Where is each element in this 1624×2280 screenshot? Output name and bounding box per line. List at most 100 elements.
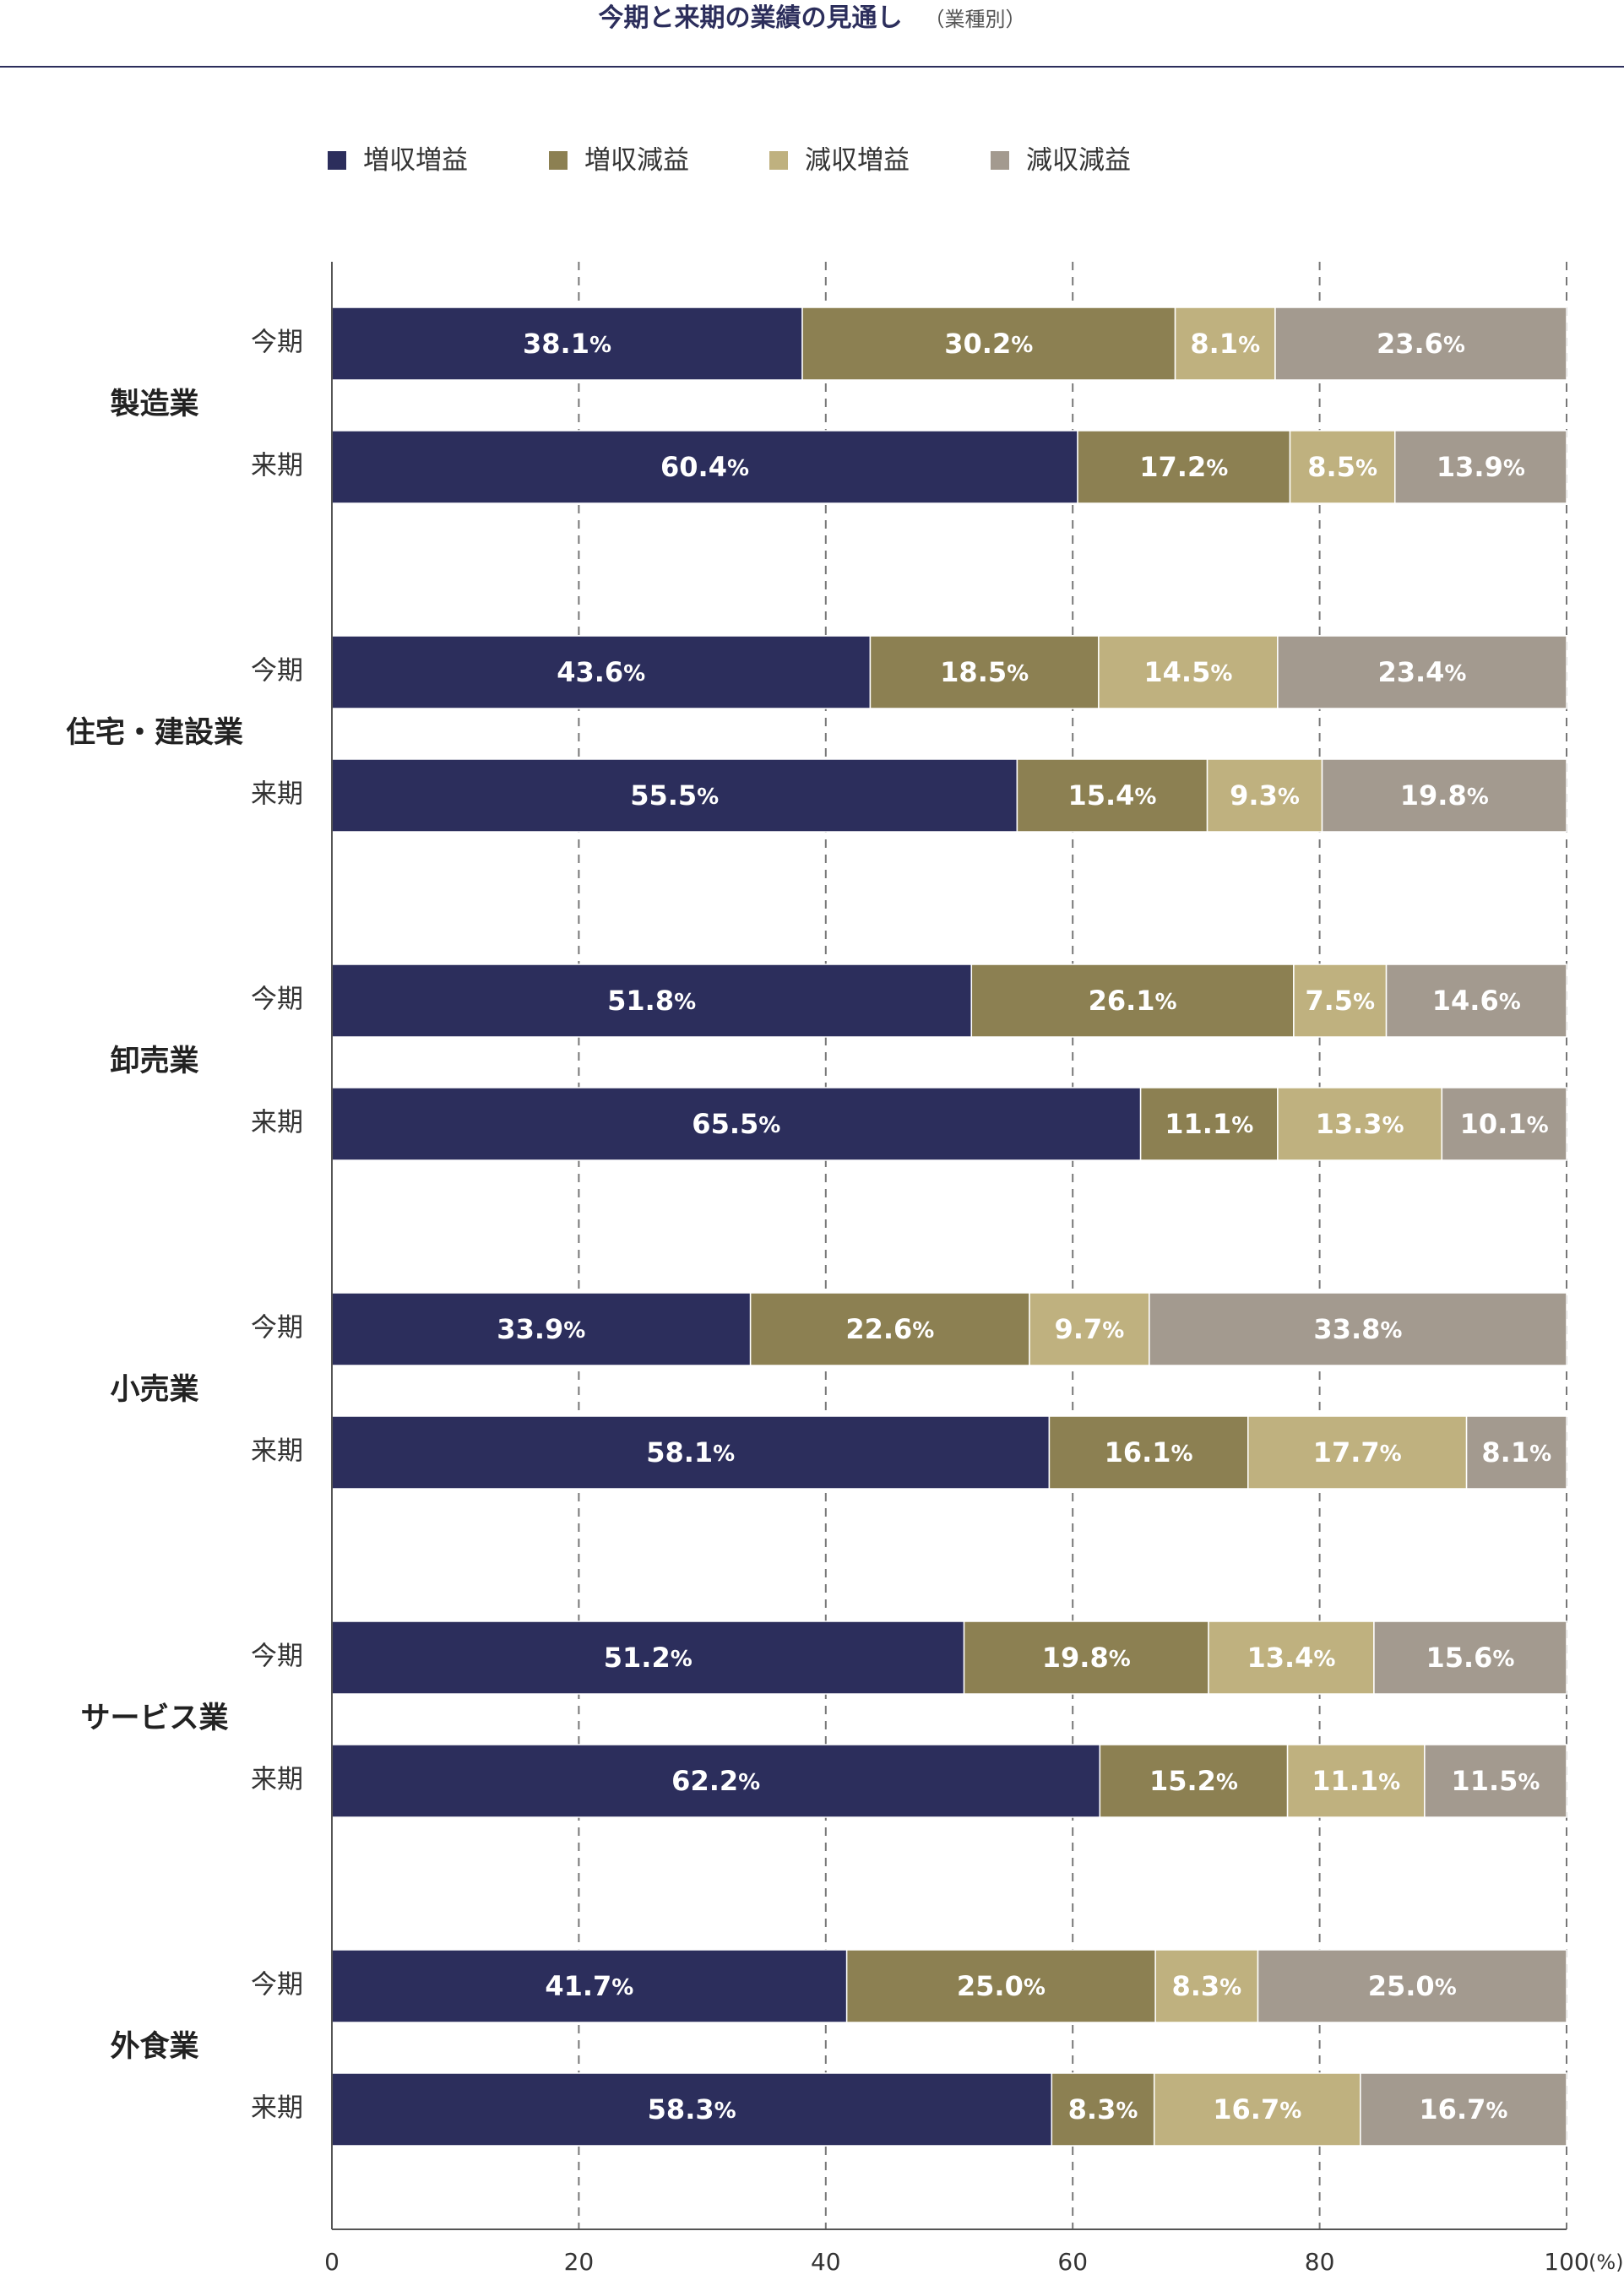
industry-label: 住宅・建設業 — [66, 715, 243, 750]
period-label: 来期 — [251, 1436, 303, 1467]
bar-segment — [845, 1949, 1156, 2023]
industry-label: 小売業 — [110, 1373, 198, 1407]
bar-segment — [869, 635, 1100, 709]
bar-segment — [1385, 964, 1567, 1038]
data-label: 13.9% — [1437, 451, 1525, 483]
bar-segment — [1208, 1620, 1375, 1695]
legend-swatch — [549, 151, 568, 170]
bar-segment — [1424, 1744, 1567, 1818]
bar-segment — [1293, 964, 1388, 1038]
data-label: 55.5% — [630, 779, 719, 812]
bar-segment — [1016, 758, 1208, 833]
x-unit-label: (%) — [1589, 2250, 1624, 2274]
bar-segment — [1394, 430, 1567, 504]
data-label: 13.4% — [1247, 1642, 1335, 1674]
data-label: 8.5% — [1307, 451, 1377, 483]
legend-label: 増収増益 — [363, 145, 468, 176]
bar-segment — [331, 635, 872, 709]
data-label: 15.6% — [1426, 1642, 1514, 1674]
data-label: 13.3% — [1316, 1108, 1404, 1140]
data-label: 15.2% — [1149, 1765, 1238, 1797]
data-label: 65.5% — [692, 1108, 780, 1140]
data-label: 26.1% — [1089, 985, 1177, 1017]
data-label: 14.6% — [1432, 985, 1521, 1017]
chart-header: 今期と来期の業績の見通し （業種別） — [0, 0, 1624, 68]
bar-segment — [1274, 307, 1567, 381]
title-divider — [0, 66, 1624, 68]
industry-label: 卸売業 — [110, 1045, 198, 1078]
data-label: 51.2% — [604, 1642, 693, 1674]
x-tick-label: 40 — [811, 2248, 841, 2276]
data-label: 18.5% — [940, 656, 1029, 688]
data-label: 7.5% — [1305, 985, 1375, 1017]
period-label: 来期 — [251, 451, 303, 481]
legend-swatch — [769, 151, 788, 170]
bar-segment — [1373, 1620, 1567, 1695]
data-label: 33.8% — [1313, 1313, 1402, 1345]
bar-segment — [963, 1620, 1209, 1695]
data-label: 22.6% — [845, 1313, 934, 1345]
data-label: 17.2% — [1139, 451, 1228, 483]
data-label: 11.1% — [1312, 1765, 1400, 1797]
x-tick-label: 80 — [1305, 2248, 1335, 2276]
data-label: 25.0% — [957, 1970, 1046, 2002]
bar-segment — [1277, 635, 1567, 709]
bar-segment — [749, 1292, 1030, 1366]
period-label: 来期 — [251, 1108, 303, 1138]
bar-segment — [1277, 1087, 1443, 1161]
data-label: 41.7% — [545, 1970, 633, 2002]
bar-segment — [1029, 1292, 1150, 1366]
bar-segment — [1154, 1949, 1259, 2023]
data-label: 58.1% — [646, 1436, 735, 1468]
legend-swatch — [991, 151, 1009, 170]
x-tick-label: 100 — [1544, 2248, 1589, 2276]
x-tick-label: 0 — [324, 2248, 339, 2276]
data-label: 8.1% — [1190, 328, 1260, 360]
chart-title: 今期と来期の業績の見通し （業種別） — [0, 0, 1624, 38]
bar-segment — [331, 307, 803, 381]
data-label: 33.9% — [497, 1313, 585, 1345]
industry-label: 外食業 — [110, 2029, 198, 2064]
chart-title-text: 今期と来期の業績の見通し — [598, 3, 903, 33]
data-label: 17.7% — [1313, 1436, 1402, 1468]
bar-segment — [970, 964, 1295, 1038]
bar-segment — [331, 1949, 848, 2023]
data-label: 11.1% — [1165, 1108, 1253, 1140]
chart-subtitle: （業種別） — [924, 8, 1026, 31]
data-label: 19.8% — [1400, 779, 1489, 812]
bar-segment — [1441, 1087, 1567, 1161]
bar-segment — [1149, 1292, 1567, 1366]
bar-segment — [331, 1415, 1051, 1490]
bar-segment — [1286, 1744, 1426, 1818]
x-tick-label: 60 — [1057, 2248, 1088, 2276]
period-label: 今期 — [251, 1642, 303, 1672]
data-label: 8.3% — [1068, 2093, 1138, 2125]
data-label: 9.3% — [1230, 779, 1300, 812]
data-label: 9.7% — [1055, 1313, 1125, 1345]
bar-segment — [1077, 430, 1291, 504]
bar-segment — [1099, 1744, 1289, 1818]
bar-segment — [1465, 1415, 1567, 1490]
data-label: 8.3% — [1171, 1970, 1241, 2002]
bar-segment — [331, 430, 1078, 504]
data-label: 62.2% — [671, 1765, 760, 1797]
bar-segment — [331, 758, 1018, 833]
data-label: 58.3% — [648, 2093, 736, 2125]
data-label: 14.5% — [1143, 656, 1232, 688]
legend-swatch — [328, 151, 346, 170]
x-tick-label: 20 — [564, 2248, 595, 2276]
data-label: 10.1% — [1460, 1108, 1549, 1140]
period-label: 今期 — [251, 1970, 303, 2000]
period-label: 来期 — [251, 1765, 303, 1795]
data-label: 16.7% — [1213, 2093, 1301, 2125]
industry-label: 製造業 — [110, 388, 198, 421]
data-label: 38.1% — [523, 328, 611, 360]
data-label: 23.6% — [1377, 328, 1465, 360]
bar-segment — [801, 307, 1176, 381]
bar-segment — [331, 2072, 1053, 2147]
data-label: 25.0% — [1368, 1970, 1457, 2002]
bar-segment — [1048, 1415, 1249, 1490]
legend-label: 減収減益 — [1026, 145, 1131, 176]
period-label: 今期 — [251, 328, 303, 358]
bar-segment — [1174, 307, 1276, 381]
